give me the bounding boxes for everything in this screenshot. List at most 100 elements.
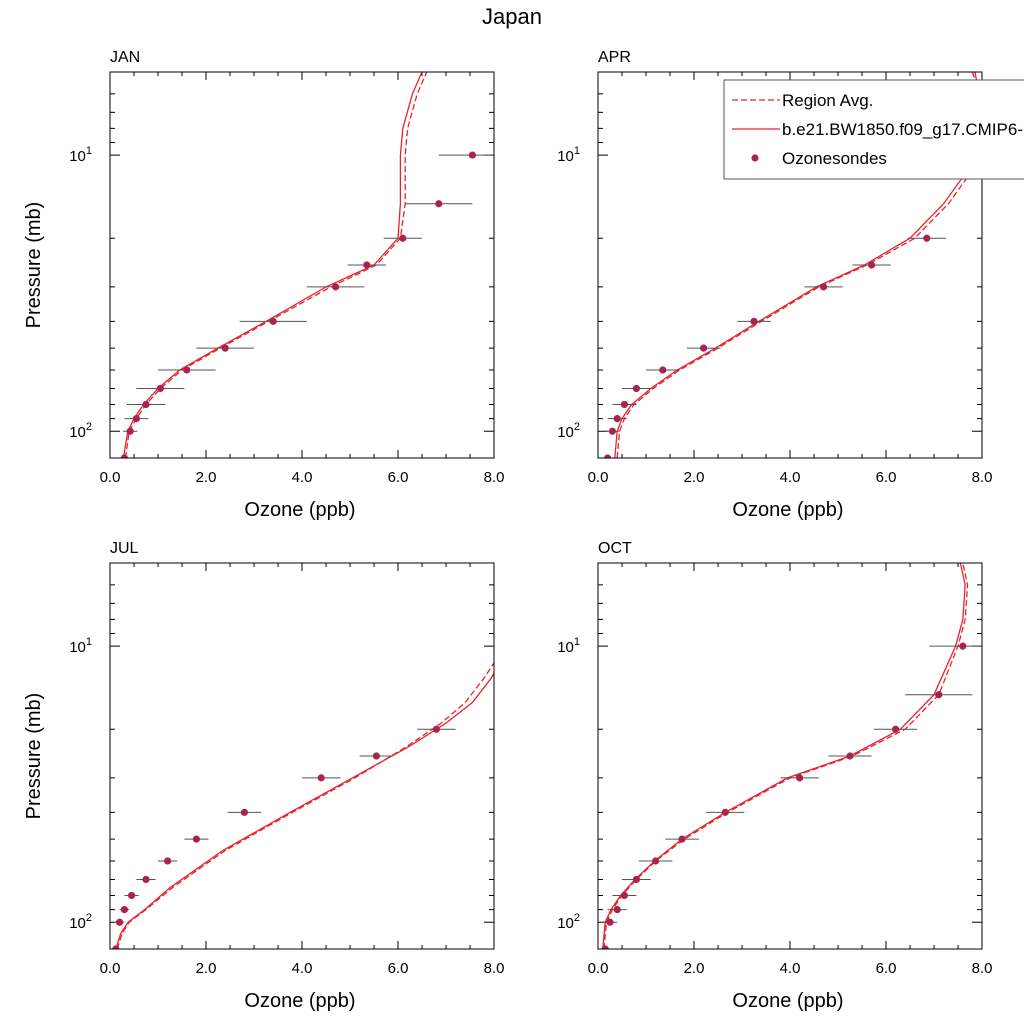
x-tick-label: 6.0 [876, 960, 897, 977]
y-tick-label: 102 [557, 912, 580, 932]
ozonesonde-point [613, 906, 621, 914]
ozonesonde-point [659, 366, 667, 374]
y-tick-exponent: 1 [86, 145, 92, 157]
y-tick-label: 102 [557, 421, 580, 441]
x-axis-label: Ozone (ppb) [732, 499, 843, 521]
ozonesonde-point [126, 427, 134, 435]
ozonesonde-point [132, 415, 140, 423]
region-avg-line [603, 563, 969, 949]
ozonesonde-point [604, 454, 612, 458]
x-tick-label: 4.0 [780, 469, 801, 486]
panel-frame [597, 562, 983, 950]
y-tick-label: 101 [557, 145, 580, 165]
ozonesonde-point [632, 384, 641, 393]
legend: Region Avg. b.e21.BW1850.f09_g17.CMIP6-pi… [723, 79, 1024, 180]
ozonesonde-point [601, 945, 609, 949]
ozonesonde-point [269, 317, 277, 325]
ozonesonde-point [112, 945, 120, 949]
ozonesonde-point [678, 835, 686, 843]
region-avg-line [116, 662, 494, 949]
x-tick-label: 0.0 [100, 469, 121, 486]
ozonesonde-point [468, 151, 476, 159]
ozonesonde-point [332, 283, 340, 291]
ozonesonde-point [652, 857, 660, 865]
ozonesonde-point [632, 875, 641, 884]
ozonesonde-point [399, 234, 407, 242]
ozonesonde-point [796, 774, 804, 782]
y-tick-label: 101 [557, 636, 580, 656]
x-tick-label: 2.0 [684, 469, 705, 486]
y-tick-exponent: 1 [574, 145, 580, 157]
y-tick-label: 102 [69, 421, 92, 441]
y-tick-exponent: 2 [574, 912, 580, 924]
plot-area [600, 563, 982, 949]
panel-frame [109, 562, 495, 950]
ozonesonde-point [164, 857, 172, 865]
y-tick-label: 101 [69, 145, 92, 165]
ozonesonde-point [156, 384, 164, 393]
x-tick-label: 8.0 [972, 960, 993, 977]
plot-area [119, 72, 494, 458]
panel-frame [109, 71, 495, 459]
x-tick-label: 4.0 [292, 469, 313, 486]
y-tick-base: 10 [557, 148, 574, 165]
y-tick-exponent: 2 [86, 421, 92, 433]
ozonesonde-point [721, 808, 729, 816]
y-tick-label: 102 [69, 912, 92, 932]
ozonesonde-point [435, 200, 443, 208]
ozonesonde-point [935, 691, 943, 699]
ozonesonde-point [700, 344, 708, 352]
x-tick-label: 4.0 [780, 960, 801, 977]
panel-title: JUL [110, 540, 139, 557]
x-axis-label: Ozone (ppb) [244, 499, 355, 521]
y-tick-exponent: 2 [86, 912, 92, 924]
y-tick-base: 10 [557, 915, 574, 932]
x-tick-label: 2.0 [196, 960, 217, 977]
x-tick-label: 6.0 [388, 469, 409, 486]
y-tick-exponent: 2 [574, 421, 580, 433]
panel-frame [597, 71, 983, 459]
ozonesonde-point [620, 891, 629, 900]
y-tick-base: 10 [557, 424, 574, 441]
y-tick-base: 10 [69, 424, 86, 441]
ozonesonde-point [120, 454, 128, 458]
ozonesonde-point [959, 642, 967, 650]
ozonesonde-point [120, 906, 128, 914]
ozonesonde-point [142, 875, 150, 884]
ozonesonde-point [372, 752, 380, 760]
model-line [115, 672, 494, 949]
x-axis-label: Ozone (ppb) [732, 990, 843, 1012]
y-tick-base: 10 [69, 148, 86, 165]
ozonesonde-point [128, 891, 136, 900]
x-tick-label: 6.0 [876, 469, 897, 486]
y-tick-exponent: 1 [574, 636, 580, 648]
ozonesonde-point [750, 317, 758, 325]
legend-label: b.e21.BW1850.f09_g17.CMIP6-piControl.001 [782, 120, 1024, 139]
y-axis-label: Pressure (mb) [23, 693, 45, 820]
ozonesonde-point [221, 344, 229, 352]
x-tick-label: 4.0 [292, 960, 313, 977]
ozonesonde-point [432, 725, 440, 733]
ozonesonde-point [892, 725, 900, 733]
figure-title: Japan [482, 4, 542, 29]
x-tick-label: 0.0 [100, 960, 121, 977]
x-axis-label: Ozone (ppb) [244, 990, 355, 1012]
ozonesonde-point [846, 752, 854, 760]
ozonesonde-point [317, 774, 325, 782]
x-tick-label: 0.0 [588, 469, 609, 486]
y-axis-label: Pressure (mb) [23, 202, 45, 329]
y-tick-exponent: 1 [86, 636, 92, 648]
ozonesonde-point [608, 427, 617, 435]
ozonesonde-point [192, 835, 200, 843]
y-tick-base: 10 [557, 639, 574, 656]
y-tick-base: 10 [69, 639, 86, 656]
plot-area [110, 662, 494, 949]
ozonesonde-point [142, 400, 150, 409]
panel-title: JAN [110, 49, 140, 66]
y-tick-label: 101 [69, 636, 92, 656]
ozonesonde-point [116, 918, 124, 926]
ozonesonde-point [923, 234, 931, 242]
